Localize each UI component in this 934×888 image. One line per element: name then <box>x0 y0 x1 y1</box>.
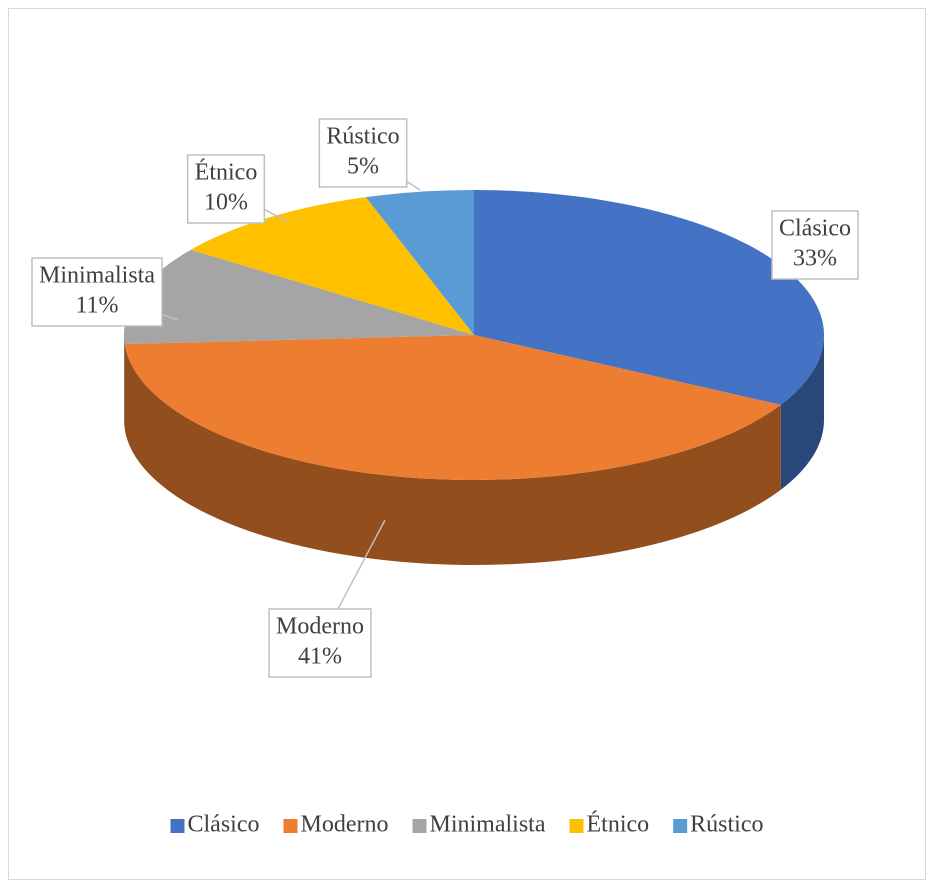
slice <box>124 335 781 480</box>
label-value: 41% <box>298 644 342 670</box>
legend-swatch <box>569 819 584 833</box>
label-category: Minimalista <box>39 263 155 289</box>
slice-side <box>124 344 781 565</box>
label-category: Clásico <box>779 216 851 242</box>
label-value: 5% <box>347 154 379 180</box>
label-value: 33% <box>793 246 837 272</box>
legend: Clásico Moderno Minimalista Étnico Rústico <box>170 812 763 838</box>
label-box <box>268 608 372 678</box>
label-value: 10% <box>204 190 248 216</box>
legend-swatch <box>412 819 427 833</box>
slice-side <box>780 335 824 490</box>
label-value: 11% <box>75 293 118 319</box>
legend-label: Clásico <box>188 812 260 838</box>
slice <box>190 197 474 335</box>
label-category: Moderno <box>276 614 364 640</box>
data-label: Rústico 5% <box>318 118 421 191</box>
slice <box>365 190 474 335</box>
slice-side <box>124 335 125 430</box>
label-box <box>771 210 859 280</box>
data-label: Étnico 10% <box>186 154 289 224</box>
slice <box>474 190 825 405</box>
label-box <box>31 257 163 327</box>
legend-label: Étnico <box>586 812 649 838</box>
legend-label: Minimalista <box>429 812 545 838</box>
data-label: Minimalista 11% <box>31 257 179 327</box>
label-category: Étnico <box>195 160 258 186</box>
legend-swatch <box>673 819 688 833</box>
slice <box>124 249 475 345</box>
legend-label: Rústico <box>690 812 763 838</box>
legend-swatch <box>283 819 298 833</box>
data-label: Clásico 33% <box>771 210 859 280</box>
label-box <box>186 154 266 224</box>
legend-label: Moderno <box>301 812 389 838</box>
label-category: Rústico <box>326 124 399 150</box>
legend-swatch <box>170 819 185 833</box>
label-box <box>318 118 408 188</box>
data-label: Moderno 41% <box>268 519 386 678</box>
